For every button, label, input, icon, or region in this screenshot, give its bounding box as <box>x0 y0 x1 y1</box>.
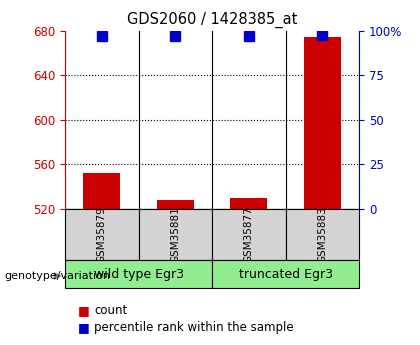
FancyBboxPatch shape <box>212 209 286 260</box>
Bar <box>84 173 120 209</box>
Text: GSM35883: GSM35883 <box>318 206 327 263</box>
FancyBboxPatch shape <box>286 209 359 260</box>
Text: wild type Egr3: wild type Egr3 <box>94 268 184 281</box>
Text: GSM35881: GSM35881 <box>171 206 180 263</box>
Text: genotype/variation: genotype/variation <box>4 271 110 281</box>
Text: GSM35879: GSM35879 <box>97 206 107 263</box>
Text: percentile rank within the sample: percentile rank within the sample <box>94 321 294 334</box>
Text: ■: ■ <box>78 304 89 317</box>
Text: truncated Egr3: truncated Egr3 <box>239 268 333 281</box>
Text: ■: ■ <box>78 321 89 334</box>
Bar <box>231 198 267 209</box>
Bar <box>157 200 194 209</box>
FancyBboxPatch shape <box>65 260 212 288</box>
Text: GSM35877: GSM35877 <box>244 206 254 263</box>
Bar <box>304 37 341 209</box>
Text: count: count <box>94 304 128 317</box>
FancyBboxPatch shape <box>65 209 139 260</box>
Title: GDS2060 / 1428385_at: GDS2060 / 1428385_at <box>127 12 297 28</box>
FancyBboxPatch shape <box>139 209 212 260</box>
FancyBboxPatch shape <box>212 260 359 288</box>
